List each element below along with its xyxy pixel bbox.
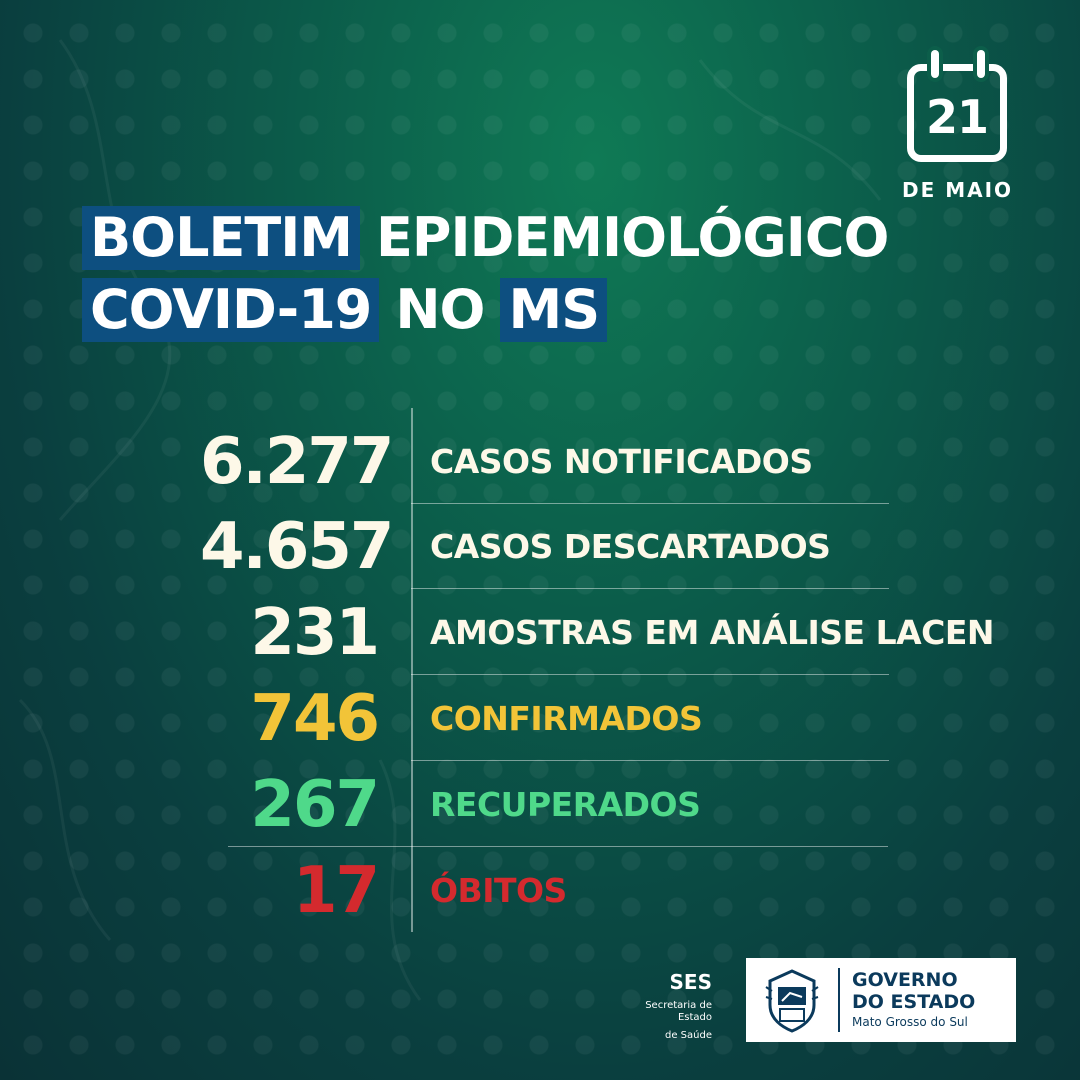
stat-row: 4.657 CASOS DESCARTADOS <box>200 504 1020 590</box>
stat-row: 746 CONFIRMADOS <box>200 676 1020 762</box>
ses-logo: SES Secretaria de Estado de Saúde <box>612 970 712 1042</box>
title-word: NO <box>395 278 485 341</box>
stat-separator <box>411 674 889 675</box>
gov-line-2: DO ESTADO <box>852 991 976 1013</box>
government-logo: GOVERNO DO ESTADO Mato Grosso do Sul <box>746 958 1016 1042</box>
stat-label: CASOS DESCARTADOS <box>430 527 831 566</box>
gov-logo-text: GOVERNO DO ESTADO Mato Grosso do Sul <box>840 969 975 1031</box>
ses-subtitle-2: de Saúde <box>665 1030 712 1041</box>
stat-value: 6.277 <box>200 425 394 499</box>
calendar-ring-left <box>931 50 939 78</box>
state-crest-icon <box>746 958 838 1042</box>
title-line-2: COVID-19 NO MS <box>82 278 896 342</box>
title-word: MS <box>500 278 608 342</box>
gov-line-1: GOVERNO <box>852 969 958 991</box>
title-word: EPIDEMIOLÓGICO <box>376 206 889 269</box>
ses-subtitle-1: Secretaria de Estado <box>645 1000 712 1023</box>
stat-separator <box>411 760 889 761</box>
title-line-1: BOLETIM EPIDEMIOLÓGICO <box>82 206 896 270</box>
calendar-ring-right <box>977 50 985 78</box>
stat-value: 4.657 <box>200 510 394 584</box>
stat-separator <box>228 846 888 847</box>
stat-row: 267 RECUPERADOS <box>200 762 1020 848</box>
stat-label: CASOS NOTIFICADOS <box>430 442 813 481</box>
stat-label: AMOSTRAS EM ANÁLISE LACEN <box>430 613 995 652</box>
gov-line-3: Mato Grosso do Sul <box>852 1015 968 1029</box>
stat-row: 17 ÓBITOS <box>200 848 1020 934</box>
page-title: BOLETIM EPIDEMIOLÓGICO COVID-19 NO MS <box>82 206 896 350</box>
gov-logo-divider <box>838 968 840 1032</box>
calendar-day: 21 <box>925 90 989 144</box>
title-word: COVID-19 <box>82 278 380 342</box>
stat-label: CONFIRMADOS <box>430 699 703 738</box>
ses-name: SES <box>669 970 712 994</box>
title-word: BOLETIM <box>82 206 361 270</box>
stat-separator <box>411 588 889 589</box>
stat-label: RECUPERADOS <box>430 785 701 824</box>
stat-label: ÓBITOS <box>430 871 567 910</box>
calendar-icon <box>907 64 1007 162</box>
stat-value: 231 <box>250 596 380 670</box>
stat-value: 746 <box>250 682 380 756</box>
stat-value: 267 <box>250 768 380 842</box>
stat-row: 231 AMOSTRAS EM ANÁLISE LACEN <box>200 590 1020 676</box>
stat-value: 17 <box>292 854 380 928</box>
stat-separator <box>411 503 889 504</box>
calendar-month: DE MAIO <box>901 178 1014 202</box>
stat-row: 6.277 CASOS NOTIFICADOS <box>200 419 1020 505</box>
stats-vertical-divider <box>411 408 413 932</box>
